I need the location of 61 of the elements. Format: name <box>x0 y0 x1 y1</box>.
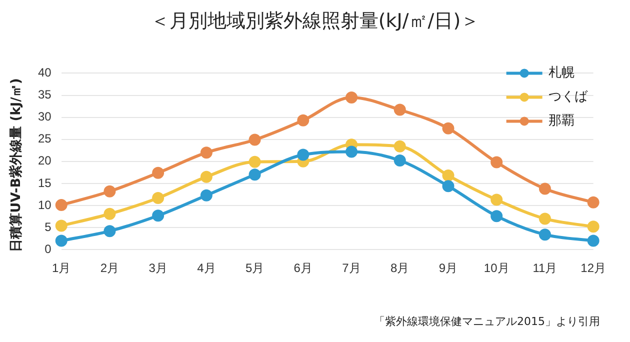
point <box>152 210 164 222</box>
point <box>490 210 503 222</box>
x-tick-label: 8月 <box>390 261 410 276</box>
point <box>104 208 116 220</box>
x-tick-label: 10月 <box>484 261 510 276</box>
x-tick-label: 5月 <box>245 261 264 276</box>
y-tick-label: 20 <box>38 154 52 168</box>
point <box>248 168 261 181</box>
point <box>490 194 503 206</box>
point <box>200 189 212 202</box>
point <box>248 134 261 146</box>
point <box>346 146 358 158</box>
point <box>152 166 164 179</box>
text: 「紫外線環境保健マニュアル2015」より引用 <box>374 314 600 329</box>
x-tick-label: 9月 <box>438 261 458 276</box>
point <box>490 156 503 168</box>
point <box>394 154 406 167</box>
point <box>55 234 68 247</box>
point <box>442 170 454 182</box>
point <box>152 192 164 204</box>
x-tick-label: 7月 <box>342 261 361 276</box>
point <box>538 182 551 195</box>
point <box>442 180 454 192</box>
point <box>200 146 212 159</box>
point <box>297 148 310 161</box>
point <box>248 156 261 168</box>
y-tick-label: 40 <box>38 66 52 80</box>
x-tick-label: 11月 <box>532 261 558 276</box>
x-tick-label: 2月 <box>100 261 120 276</box>
point <box>587 220 600 233</box>
x-tick-label: 4月 <box>197 261 216 276</box>
chart-title: ＜月別地域別紫外線照射量(kJ/㎡/日)＞ <box>149 9 481 34</box>
y-tick-label: 30 <box>38 110 52 124</box>
point <box>538 212 551 225</box>
y-tick-label: 0 <box>44 242 52 256</box>
legend-label: 那覇 <box>548 114 574 129</box>
y-tick-label: 5 <box>44 220 52 234</box>
point <box>587 234 600 247</box>
point <box>104 185 116 198</box>
point <box>587 196 600 208</box>
x-tick-label: 1月 <box>52 261 71 276</box>
point <box>538 228 551 241</box>
y-tick-label: 35 <box>38 88 52 102</box>
y-tick-label: 15 <box>38 176 52 190</box>
y-tick-label: 25 <box>38 132 52 146</box>
point <box>55 220 68 232</box>
x-tick-label: 6月 <box>294 261 312 276</box>
x-tick-label: 3月 <box>148 261 168 276</box>
point <box>297 114 310 126</box>
point <box>442 122 454 134</box>
point <box>394 104 406 116</box>
point <box>346 91 358 104</box>
legend-label: つくば <box>548 90 588 105</box>
point <box>394 140 406 152</box>
point <box>55 199 68 212</box>
point <box>200 170 212 183</box>
point <box>104 225 116 238</box>
legend-label: 札幌 <box>548 66 574 81</box>
y-axis-title: 日積算UV-B紫外線量 (kJ/㎡) <box>8 78 25 252</box>
y-tick-label: 10 <box>38 198 52 212</box>
x-tick-label: 12月 <box>580 261 606 276</box>
